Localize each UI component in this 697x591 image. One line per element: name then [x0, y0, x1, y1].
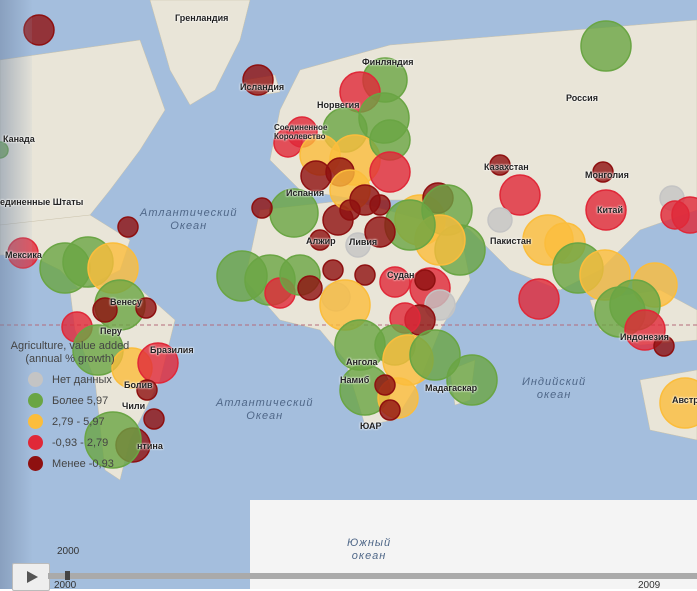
label-pakistan: Пакистан [490, 236, 532, 246]
legend-title: Agriculture, value added (annual % growt… [10, 340, 130, 365]
label-sudan: Судан [387, 270, 415, 280]
label-venezuela: Венесу [110, 297, 142, 307]
label-libya: Ливия [349, 237, 378, 247]
country-bubble[interactable] [92, 297, 118, 323]
legend-swatch [28, 456, 43, 471]
label-usa: единенные Штаты [0, 197, 84, 207]
country-bubble[interactable] [414, 269, 436, 291]
label-uk: Соединенное Королевство [274, 123, 328, 141]
label-mongolia: Монголия [585, 170, 629, 180]
legend-item[interactable]: -0,93 - 2,79 [28, 435, 140, 450]
country-bubble[interactable] [446, 354, 498, 406]
country-bubble[interactable] [135, 297, 157, 319]
label-norway: Норвегия [317, 100, 360, 110]
country-bubble[interactable] [379, 266, 411, 298]
country-bubble[interactable] [345, 232, 371, 258]
country-bubble[interactable] [379, 399, 401, 421]
country-bubble[interactable] [671, 196, 697, 234]
label-angola: Ангола [346, 357, 378, 367]
legend-item[interactable]: Более 5,97 [28, 393, 140, 408]
label-south-africa: ЮАР [360, 421, 382, 431]
ocean-indian: Индийский океан [522, 376, 587, 401]
legend-label: Нет данных [52, 373, 112, 386]
label-russia: Россия [566, 93, 598, 103]
legend-item[interactable]: 2,79 - 5,97 [28, 414, 140, 429]
label-brazil: Бразилия [150, 345, 194, 355]
legend: Agriculture, value added (annual % growt… [0, 340, 140, 471]
label-mexico: Мексика [5, 250, 42, 260]
label-canada: Канада [3, 134, 35, 144]
label-chile: Чили [122, 401, 146, 411]
country-bubble[interactable] [322, 259, 344, 281]
country-bubble[interactable] [242, 64, 274, 96]
legend-item[interactable]: Менее -0,93 [28, 456, 140, 471]
country-bubble[interactable] [354, 264, 376, 286]
label-namibia: Намиб [340, 375, 370, 385]
country-bubble[interactable] [580, 20, 632, 72]
country-bubble[interactable] [409, 329, 461, 381]
country-bubble[interactable] [369, 151, 411, 193]
country-bubble[interactable] [518, 278, 560, 320]
label-bolivia: Болив [124, 380, 153, 390]
label-kazakhstan: Казахстан [484, 162, 529, 172]
country-bubble[interactable] [374, 374, 396, 396]
current-year: 2000 [57, 546, 80, 557]
ocean-atlantic-north: Атлантический Океан [140, 207, 238, 232]
side-shade [0, 0, 32, 589]
label-argentina: нтина [137, 441, 163, 451]
country-bubble[interactable] [251, 197, 273, 219]
legend-item[interactable]: Нет данных [28, 372, 140, 387]
label-finland: Финляндия [362, 57, 414, 67]
country-bubble[interactable] [297, 275, 323, 301]
timeline-thumb[interactable] [65, 571, 70, 580]
legend-label: Более 5,97 [52, 394, 109, 407]
legend-swatch [28, 372, 43, 387]
label-china: Китай [597, 205, 623, 215]
label-greenland: Гренландия [175, 13, 229, 23]
label-australia: Австр [672, 395, 697, 405]
label-spain: Испания [286, 188, 325, 198]
country-bubble[interactable] [624, 309, 666, 351]
country-bubble[interactable] [117, 216, 139, 238]
bubble-layer [0, 14, 697, 469]
ocean-atlantic-south: Атлантический Океан [216, 397, 314, 422]
timeline-slider[interactable] [48, 573, 697, 579]
country-bubble[interactable] [592, 161, 614, 183]
end-year: 2009 [638, 580, 661, 591]
country-bubble[interactable] [339, 199, 361, 221]
ocean-southern: Южный океан [347, 537, 392, 562]
legend-swatch [28, 435, 43, 450]
legend-label: Менее -0,93 [52, 457, 114, 470]
legend-label: -0,93 - 2,79 [52, 436, 109, 449]
country-bubble[interactable] [84, 411, 142, 469]
label-madagascar: Мадагаскар [425, 383, 478, 393]
label-peru: Перу [100, 326, 122, 336]
country-bubble[interactable] [309, 229, 331, 251]
label-iceland: Исландия [240, 82, 285, 92]
country-bubble[interactable] [585, 189, 627, 231]
country-bubble[interactable] [364, 216, 396, 248]
country-bubble[interactable] [487, 207, 513, 233]
start-year: 2000 [54, 580, 77, 591]
country-bubble[interactable] [300, 160, 332, 192]
country-bubble[interactable] [137, 342, 179, 384]
label-algeria: Алжир [306, 236, 336, 246]
legend-label: 2,79 - 5,97 [52, 415, 105, 428]
country-bubble[interactable] [499, 174, 541, 216]
play-button[interactable] [12, 563, 50, 591]
label-indonesia: Индонезия [620, 332, 669, 342]
country-bubble[interactable] [659, 377, 697, 429]
legend-swatch [28, 414, 43, 429]
country-bubble[interactable] [489, 154, 511, 176]
country-bubble[interactable] [273, 128, 303, 158]
country-bubble[interactable] [143, 408, 165, 430]
country-bubble[interactable] [136, 379, 158, 401]
country-bubble[interactable] [653, 335, 675, 357]
legend-swatch [28, 393, 43, 408]
